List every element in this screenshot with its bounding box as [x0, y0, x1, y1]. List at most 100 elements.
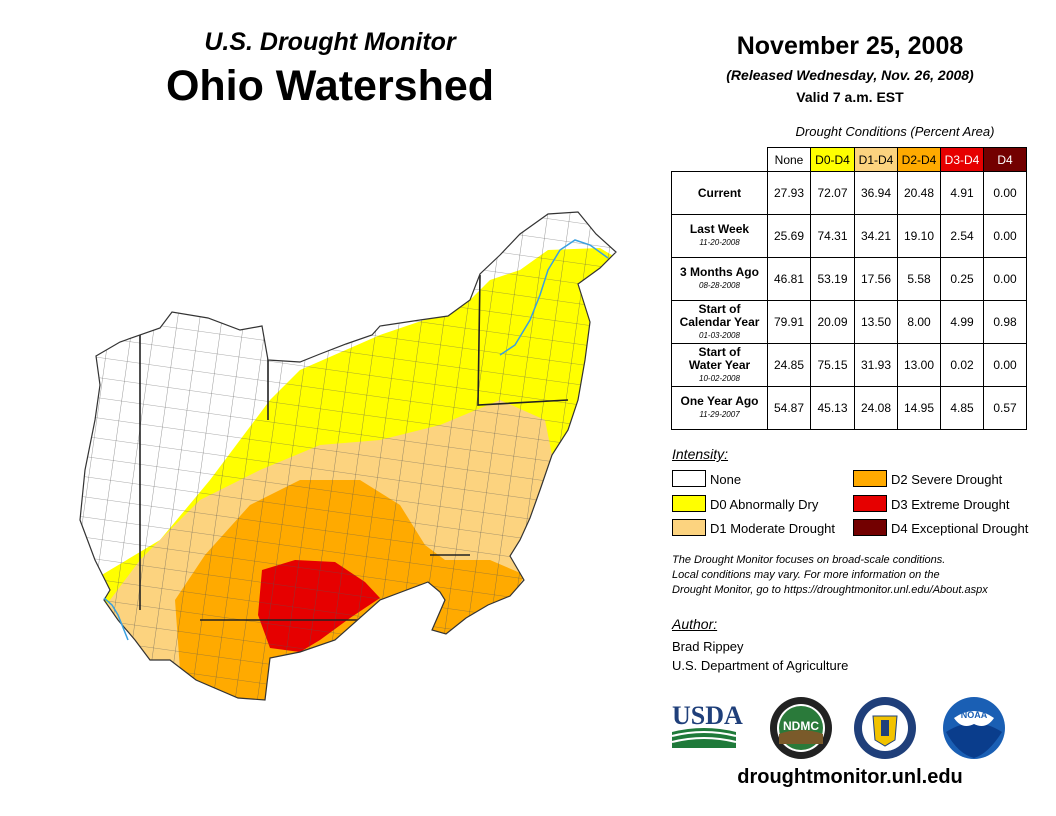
table-cell: 25.69: [767, 214, 811, 258]
legend-heading: Intensity:: [672, 446, 729, 462]
row-label-line2: Calendar Year: [679, 314, 760, 329]
table-cell: 0.00: [983, 343, 1027, 387]
table-cell: 0.57: [983, 386, 1027, 430]
table-cell: 53.19: [810, 257, 855, 301]
col-none: None: [767, 147, 811, 172]
legend-label-none: None: [710, 472, 742, 487]
table-cell: 19.10: [897, 214, 941, 258]
table-cell: 79.91: [767, 300, 811, 344]
usda-logo: USDA: [671, 701, 743, 748]
table-cell: 14.95: [897, 386, 941, 430]
table-cell: 4.99: [940, 300, 984, 344]
table-cell: 13.00: [897, 343, 941, 387]
row-label: Start of: [698, 301, 741, 316]
legend-label-d2: D2 Severe Drought: [891, 472, 1003, 487]
table-cell: 4.85: [940, 386, 984, 430]
row-label: 3 Months Ago: [680, 265, 759, 279]
table-row: 3 Months Ago 08-28-2008 46.81 53.19 17.56…: [671, 257, 1027, 301]
table-cell: 17.56: [854, 257, 898, 301]
legend-swatch-d1: [672, 519, 706, 536]
row-date: 11-29-2007: [699, 410, 740, 419]
drought-conditions-table: None D0-D4 D1-D4 D2-D4 D3-D4 D4 Current …: [671, 147, 1027, 430]
footer-url[interactable]: droughtmonitor.unl.edu: [737, 766, 963, 788]
row-label: Current: [697, 185, 742, 200]
row-date: 10-02-2008: [699, 373, 740, 383]
river-east: [499, 239, 609, 356]
table-cell: 2.54: [940, 214, 984, 258]
map-subtitle: U.S. Drought Monitor: [204, 28, 456, 56]
row-label: Start of: [698, 344, 741, 359]
logo-row: USDA NDMC NOAA: [671, 697, 1005, 759]
usda-text: USDA: [672, 701, 743, 730]
doc-seal-logo: [854, 697, 916, 759]
col-d2-d4: D2-D4: [897, 147, 941, 172]
valid-time: Valid 7 a.m. EST: [796, 89, 904, 105]
table-header-row: None D0-D4 D1-D4 D2-D4 D3-D4 D4: [671, 147, 1027, 172]
table-cell: 24.08: [854, 386, 898, 430]
river-west: [103, 597, 129, 641]
table-cell: 0.98: [983, 300, 1027, 344]
legend-label-d1: D1 Moderate Drought: [710, 521, 836, 536]
ndmc-text: NDMC: [783, 719, 819, 733]
table-cell: 27.93: [767, 171, 811, 215]
note-line-3: Drought Monitor, go to https://droughtmo…: [672, 584, 988, 596]
legend-swatch-none: [672, 470, 706, 487]
legend-label-d4: D4 Exceptional Drought: [891, 521, 1029, 536]
col-d0-d4: D0-D4: [810, 147, 855, 172]
row-label: One Year Ago: [680, 394, 759, 408]
county-boundaries: [80, 212, 616, 700]
disclaimer-note: The Drought Monitor focuses on broad-sca…: [672, 553, 1047, 598]
table-cell: 24.85: [767, 343, 811, 387]
legend-swatch-d2: [853, 470, 887, 487]
note-line-2: Local conditions may vary. For more info…: [672, 569, 940, 581]
drought-map: [79, 211, 617, 701]
table-cell: 72.07: [810, 171, 855, 215]
col-d3-d4: D3-D4: [940, 147, 984, 172]
table-cell: 0.00: [983, 171, 1027, 215]
table-cell: 20.09: [810, 300, 855, 344]
table-row: Current 27.93 72.07 36.94 20.48 4.91 0.0…: [671, 171, 1027, 215]
table-row: One Year Ago 11-29-2007 54.87 45.13 24.08…: [671, 386, 1027, 430]
table-cell: 34.21: [854, 214, 898, 258]
table-cell: 8.00: [897, 300, 941, 344]
legend-label-d3: D3 Extreme Drought: [891, 497, 1010, 512]
map-title: Ohio Watershed: [165, 62, 495, 110]
col-d4: D4: [983, 147, 1027, 172]
noaa-logo: NOAA: [943, 697, 1005, 759]
table-cell: 31.93: [854, 343, 898, 387]
table-cell: 4.91: [940, 171, 984, 215]
noaa-text: NOAA: [961, 710, 988, 720]
table-cell: 0.02: [940, 343, 984, 387]
table-cell: 0.00: [983, 214, 1027, 258]
map-date: November 25, 2008: [736, 32, 964, 60]
table-row: Last Week 11-20-2008 25.69 74.31 34.21 19…: [671, 214, 1027, 258]
row-date: 11-20-2008: [699, 238, 740, 247]
table-cell: 36.94: [854, 171, 898, 215]
state-boundaries: [139, 274, 569, 621]
table-cell: 20.48: [897, 171, 941, 215]
table-cell: 74.31: [810, 214, 855, 258]
table-cell: 75.15: [810, 343, 855, 387]
ndmc-logo: NDMC: [770, 697, 832, 759]
watershed-outline: [79, 211, 617, 701]
table-cell: 0.00: [983, 257, 1027, 301]
table-row: Start of Calendar Year 01-03-2008 79.91 20…: [671, 300, 1027, 344]
author-block: Brad Rippey U.S. Department of Agricultu…: [672, 637, 848, 675]
release-date: (Released Wednesday, Nov. 26, 2008): [726, 67, 974, 83]
table-cell: 5.58: [897, 257, 941, 301]
table-cell: 54.87: [767, 386, 811, 430]
row-date: 08-28-2008: [699, 281, 740, 290]
table-cell: 45.13: [810, 386, 855, 430]
author-name: Brad Rippey: [672, 639, 744, 654]
table-cell: 0.25: [940, 257, 984, 301]
legend-swatch-d0: [672, 495, 706, 512]
col-d1-d4: D1-D4: [854, 147, 898, 172]
legend-swatch-d3: [853, 495, 887, 512]
author-heading: Author:: [672, 616, 718, 632]
row-label: Last Week: [689, 222, 750, 236]
legend-label-d0: D0 Abnormally Dry: [710, 497, 819, 512]
row-date: 01-03-2008: [699, 330, 740, 340]
table-caption: Drought Conditions (Percent Area): [795, 124, 995, 139]
author-org: U.S. Department of Agriculture: [672, 658, 849, 673]
row-label-line2: Water Year: [688, 357, 751, 372]
